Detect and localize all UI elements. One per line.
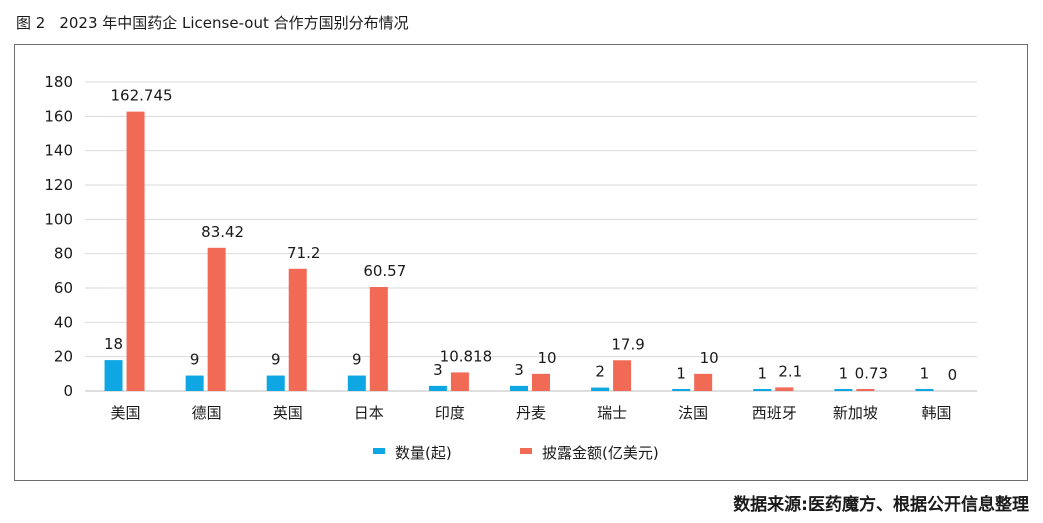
legend-label: 数量(起) [395,444,452,462]
y-tick-label: 180 [44,73,73,91]
bar-count [185,375,204,391]
bar-count [104,360,123,391]
x-category-label: 美国 [111,404,141,422]
x-category-label: 法国 [678,404,708,422]
legend-label: 披露金额(亿美元) [542,444,659,462]
y-tick-label: 0 [63,382,73,400]
legend-swatch [520,448,532,454]
bar-amount [694,373,713,391]
data-label: 10 [537,349,556,367]
data-label: 9 [190,351,200,369]
data-label: 60.57 [363,262,406,280]
bar-amount [450,372,469,391]
y-tick-label: 40 [54,313,73,331]
bar-count [591,387,610,391]
y-tick-label: 100 [44,210,73,228]
x-category-label: 德国 [192,404,222,422]
source-note: 数据来源:医药魔方、根据公开信息整理 [733,495,1029,515]
bar-amount [288,268,307,391]
bar-count [753,389,772,391]
data-label: 2.1 [778,362,802,380]
bar-amount [369,287,388,391]
bar-count [428,385,447,391]
bar-count [672,389,691,391]
figure-number: 图 2 [16,14,46,32]
bar-amount [613,360,632,391]
data-label: 1 [757,364,767,382]
data-label: 83.42 [201,223,244,241]
bar-amount [532,373,550,391]
x-category-label: 日本 [354,404,384,422]
x-category-label: 新加坡 [833,404,878,422]
bar-count [510,385,528,391]
x-category-label: 韩国 [921,404,951,422]
y-tick-label: 120 [44,176,73,194]
data-label: 1 [920,364,930,382]
y-tick-label: 140 [44,142,73,160]
data-label: 3 [514,361,524,379]
chart-frame: 0 20 40 60 80 100 120 140 160 180 18 162.745 美国 9 83.4… [14,44,1028,481]
data-label: 71.2 [287,244,320,262]
x-category-label: 丹麦 [516,404,546,422]
data-label: 0 [948,366,958,384]
data-label: 0.73 [855,365,888,383]
bar-amount [856,389,875,391]
x-category-label: 西班牙 [752,404,797,422]
data-label: 1 [839,364,849,382]
figure-title-text: 2023 年中国药企 License-out 合作方国别分布情况 [59,14,409,32]
legend-swatch [373,448,385,454]
data-label: 10 [700,349,719,367]
x-category-label: 英国 [273,404,303,422]
y-tick-label: 160 [44,107,73,125]
data-label: 3 [433,361,443,379]
data-label: 9 [271,351,281,369]
data-label: 2 [595,363,605,381]
bar-chart: 02040608010012014016018018162.745美国983.4… [44,73,977,462]
data-label: 162.745 [111,87,173,105]
data-label: 10.818 [440,347,493,365]
data-label: 9 [352,351,362,369]
x-category-label: 印度 [435,404,465,422]
bar-count [915,389,934,391]
y-tick-label: 80 [54,245,73,263]
x-category-label: 瑞士 [597,404,627,422]
data-label: 17.9 [611,335,644,353]
data-label: 1 [676,364,686,382]
figure-title: 图 2 2023 年中国药企 License-out 合作方国别分布情况 [16,12,409,33]
bar-count [834,389,853,391]
data-label: 18 [104,335,123,353]
y-tick-label: 60 [54,279,73,297]
bar-count [347,375,366,391]
y-tick-label: 20 [54,348,73,366]
bar-count [266,375,285,391]
bar-amount [207,247,226,391]
bar-amount [126,111,145,391]
bar-amount [775,387,794,391]
